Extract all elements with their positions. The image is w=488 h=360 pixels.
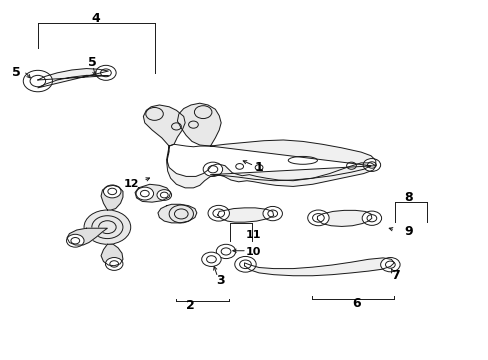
Polygon shape xyxy=(38,68,108,88)
Polygon shape xyxy=(135,184,170,202)
Polygon shape xyxy=(166,146,375,188)
Text: 11: 11 xyxy=(245,230,261,240)
Polygon shape xyxy=(158,204,197,223)
Circle shape xyxy=(201,252,221,266)
Text: 2: 2 xyxy=(185,299,194,312)
Circle shape xyxy=(96,65,116,80)
Text: 3: 3 xyxy=(215,274,224,287)
Circle shape xyxy=(216,244,235,258)
Text: 5: 5 xyxy=(12,66,20,79)
Circle shape xyxy=(103,185,121,198)
Circle shape xyxy=(307,210,328,226)
Text: 6: 6 xyxy=(351,297,360,310)
Polygon shape xyxy=(317,210,371,226)
Polygon shape xyxy=(210,140,375,181)
Text: 12: 12 xyxy=(123,179,139,189)
Polygon shape xyxy=(177,103,221,146)
Circle shape xyxy=(105,257,122,270)
Circle shape xyxy=(234,256,256,272)
Circle shape xyxy=(263,206,282,221)
Polygon shape xyxy=(101,244,122,266)
Polygon shape xyxy=(143,105,185,146)
Polygon shape xyxy=(67,228,107,245)
Text: 10: 10 xyxy=(245,247,261,257)
Text: 4: 4 xyxy=(92,12,101,25)
Polygon shape xyxy=(244,258,393,276)
Circle shape xyxy=(157,190,171,201)
Polygon shape xyxy=(101,185,122,210)
Circle shape xyxy=(66,234,84,247)
Polygon shape xyxy=(217,208,273,222)
Circle shape xyxy=(84,210,130,244)
Text: 8: 8 xyxy=(404,192,412,204)
Circle shape xyxy=(362,211,381,225)
Circle shape xyxy=(207,205,229,221)
Text: 5: 5 xyxy=(88,55,97,69)
Circle shape xyxy=(136,187,153,200)
Circle shape xyxy=(203,162,222,176)
Circle shape xyxy=(23,70,52,92)
Circle shape xyxy=(380,257,399,272)
Text: 1: 1 xyxy=(254,161,263,174)
Text: 9: 9 xyxy=(404,225,412,238)
Circle shape xyxy=(363,158,380,171)
Text: 7: 7 xyxy=(390,269,399,282)
